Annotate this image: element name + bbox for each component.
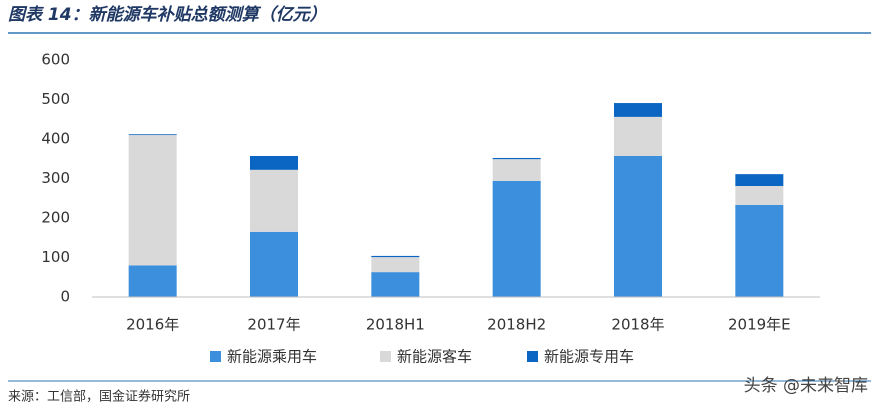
- x-tick-label: 2019年E: [728, 316, 791, 334]
- y-tick-label: 0: [60, 288, 70, 306]
- bar-segment: [735, 204, 784, 297]
- legend-swatch: [210, 351, 221, 362]
- bar-segment: [371, 255, 420, 258]
- bar-segment: [128, 135, 177, 266]
- bar-segment: [614, 103, 662, 117]
- y-tick-label: 300: [41, 169, 70, 187]
- legend-label: 新能源专用车: [544, 348, 634, 366]
- legend-label: 新能源客车: [397, 348, 472, 366]
- bar-segment: [735, 186, 784, 205]
- bar-segment: [371, 257, 420, 273]
- watermark: 头条 @未来智库: [744, 376, 868, 396]
- y-tick-label: 200: [41, 209, 70, 227]
- legend-swatch: [380, 351, 391, 362]
- bar-segment: [492, 157, 541, 160]
- bar-segment: [735, 174, 784, 187]
- x-tick-label: 2018年: [611, 316, 664, 334]
- x-tick-label: 2017年: [247, 316, 300, 334]
- bar-segment: [128, 265, 177, 297]
- y-tick-label: 100: [41, 248, 70, 266]
- bar-segment: [250, 155, 298, 170]
- bar-segment: [614, 155, 662, 297]
- bar-segment: [614, 116, 662, 156]
- legend-swatch: [527, 351, 538, 362]
- bar-segment: [250, 169, 298, 232]
- y-tick-label: 400: [41, 130, 70, 148]
- legend-label: 新能源乘用车: [227, 348, 317, 366]
- source: 来源：工信部，国金证券研究所: [8, 389, 190, 405]
- chart-title: 图表 14：新能源车补贴总额测算（亿元）: [8, 5, 327, 25]
- x-tick-label: 2018H2: [487, 316, 546, 334]
- bar-segment: [250, 231, 298, 297]
- bar-segment: [492, 159, 541, 181]
- bar-segment: [371, 272, 420, 297]
- y-tick-label: 500: [41, 90, 70, 108]
- bar-segment: [128, 134, 177, 136]
- x-tick-label: 2016年: [126, 316, 179, 334]
- bar-segment: [492, 180, 541, 297]
- x-tick-label: 2018H1: [366, 316, 425, 334]
- y-tick-label: 600: [41, 51, 70, 69]
